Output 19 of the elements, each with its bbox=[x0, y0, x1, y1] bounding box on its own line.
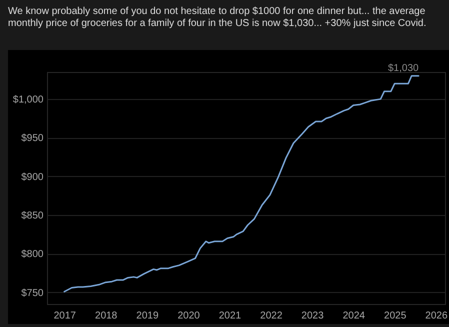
x-tick-label: 2019 bbox=[136, 310, 159, 322]
x-tick-label: 2023 bbox=[301, 310, 324, 322]
x-tick-label: 2024 bbox=[342, 310, 366, 322]
x-tick-label: 2021 bbox=[218, 310, 242, 322]
x-tick-label: 2018 bbox=[95, 310, 118, 322]
x-tick-label: 2017 bbox=[54, 310, 76, 322]
y-tick-label: $850 bbox=[21, 210, 44, 222]
x-tick-label: 2026 bbox=[425, 310, 448, 322]
y-tick-label: $900 bbox=[21, 172, 44, 183]
line-series bbox=[64, 75, 420, 292]
y-tick-label: $950 bbox=[21, 133, 44, 144]
x-tick-label: 2025 bbox=[384, 310, 407, 322]
y-tick-label: $800 bbox=[21, 249, 44, 260]
x-tick-label: 2022 bbox=[260, 310, 283, 322]
y-tick-label: $1,000 bbox=[12, 94, 44, 106]
x-tick-label: 2020 bbox=[178, 310, 200, 322]
y-tick-label: $750 bbox=[21, 288, 44, 299]
chart-title: We know probably some of you do not hesitate to drop $1000 for one dinner but... the average monthly price of groceries for a family of four in the US is now $1,030... +30% just since Covid. bbox=[7, 5, 428, 31]
annotation: $1,030 bbox=[388, 62, 420, 74]
